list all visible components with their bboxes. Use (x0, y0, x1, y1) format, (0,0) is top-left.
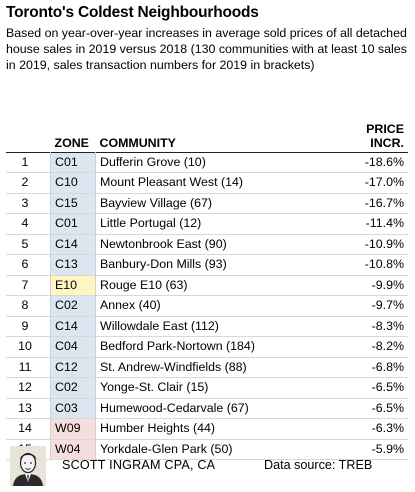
table-row: 12 C02 Yonge-St. Clair (15) -6.5% (6, 377, 408, 398)
rank-cell: 6 (21, 257, 29, 271)
rank-cell: 2 (21, 175, 29, 189)
price-increase-cell: -11.4% (365, 216, 404, 230)
zone-cell: C14 (50, 234, 96, 255)
table-body: 1 C01 Dufferin Grove (10) -18.6% 2 C10 Mount P… (6, 152, 408, 460)
price-increase-cell: -6.5% (371, 400, 404, 415)
rank-cell: 1 (21, 154, 29, 169)
price-header-line2: INCR. (370, 135, 404, 150)
table-row: 9 C14 Willowdale East (112) -8.3% (6, 316, 408, 337)
table-row: 3 C15 Bayview Village (67) -16.7% (6, 193, 408, 214)
zone-cell: C14 (50, 316, 96, 337)
price-increase-cell: -10.9% (364, 236, 404, 251)
zone-cell: C04 (50, 336, 96, 357)
zone-cell: C12 (50, 357, 96, 378)
price-increase-cell: -5.9% (371, 441, 404, 456)
price-increase-cell: -17.0% (364, 175, 404, 189)
data-source: Data source: TREB (264, 458, 373, 472)
rank-cell: 11 (18, 359, 32, 374)
zone-cell: C10 (50, 172, 96, 193)
table-row: 14 W09 Humber Heights (44) -6.3% (6, 418, 408, 439)
rank-cell: 13 (18, 400, 32, 415)
rank-cell: 3 (21, 195, 29, 210)
community-cell: Willowdale East (112) (95, 316, 334, 337)
table-row: 13 C03 Humewood-Cedarvale (67) -6.5% (6, 398, 408, 419)
zone-cell: C01 (50, 152, 96, 173)
price-increase-cell: -6.8% (371, 359, 404, 374)
zone-cell: C15 (50, 193, 96, 214)
table-row: 2 C10 Mount Pleasant West (14) -17.0% (6, 172, 408, 193)
zone-cell: C03 (50, 398, 96, 419)
community-cell: Bayview Village (67) (95, 193, 334, 214)
table-row: 7 E10 Rouge E10 (63) -9.9% (6, 275, 408, 296)
community-cell: Humber Heights (44) (95, 418, 334, 439)
price-increase-cell: -10.8% (364, 257, 404, 271)
neighbourhoods-table: ZONE COMMUNITY PRICE INCR. 1 C01 Dufferin … (6, 116, 408, 460)
price-increase-cell: -6.3% (371, 421, 404, 435)
rank-cell: 14 (18, 421, 32, 435)
zone-cell: C02 (50, 377, 96, 398)
community-cell: Humewood-Cedarvale (67) (95, 398, 334, 419)
portrait-avatar-icon (10, 446, 46, 486)
page-subtitle: Based on year-over-year increases in ave… (6, 26, 407, 73)
price-increase-cell: -9.9% (371, 277, 404, 292)
community-cell: Annex (40) (95, 295, 334, 316)
table-header-row: ZONE COMMUNITY PRICE INCR. (6, 116, 408, 152)
community-cell: Rouge E10 (63) (95, 275, 334, 296)
zone-cell: E10 (50, 275, 96, 296)
zone-cell: C13 (50, 254, 96, 275)
community-cell: Dufferin Grove (10) (95, 152, 334, 173)
price-header-line1: PRICE (366, 121, 404, 136)
rank-cell: 7 (21, 277, 29, 292)
rank-cell: 5 (21, 236, 29, 251)
price-increase-header: PRICE INCR. (334, 116, 408, 152)
community-cell: Newtonbrook East (90) (95, 234, 334, 255)
page-title: Toronto's Coldest Neighbourhoods (6, 4, 259, 21)
community-cell: Yonge-St. Clair (15) (95, 377, 334, 398)
community-cell: Yorkdale-Glen Park (50) (95, 439, 334, 460)
price-increase-cell: -16.7% (364, 195, 404, 210)
price-increase-cell: -8.2% (371, 339, 404, 353)
price-increase-cell: -6.5% (371, 380, 404, 394)
rank-header (6, 116, 51, 152)
rank-cell: 9 (21, 318, 29, 333)
table-row: 4 C01 Little Portugal (12) -11.4% (6, 213, 408, 234)
table-row: 6 C13 Banbury-Don Mills (93) -10.8% (6, 254, 408, 275)
footer: SCOTT INGRAM CPA, CA Data source: TREB (0, 446, 415, 492)
rank-cell: 4 (21, 216, 29, 230)
zone-header: ZONE (54, 135, 89, 150)
zone-cell: C02 (50, 295, 96, 316)
price-increase-cell: -8.3% (371, 318, 404, 333)
rank-cell: 8 (21, 298, 29, 312)
zone-cell: W04 (50, 439, 96, 460)
price-increase-cell: -9.7% (371, 298, 404, 312)
community-cell: Bedford Park-Nortown (184) (95, 336, 334, 357)
rank-cell: 10 (18, 339, 32, 353)
community-cell: Banbury-Don Mills (93) (95, 254, 334, 275)
zone-cell: C01 (50, 213, 96, 234)
community-cell: St. Andrew-Windfields (88) (95, 357, 334, 378)
community-header: COMMUNITY (99, 135, 176, 150)
rank-cell: 12 (18, 380, 32, 394)
community-cell: Little Portugal (12) (95, 213, 334, 234)
price-increase-cell: -18.6% (364, 154, 404, 169)
community-cell: Mount Pleasant West (14) (95, 172, 334, 193)
author-name: SCOTT INGRAM CPA, CA (62, 458, 216, 472)
table-row: 15W04Yorkdale-Glen Park (50)-5.9% (6, 439, 408, 460)
table-row: 11 C12 St. Andrew-Windfields (88) -6.8% (6, 357, 408, 378)
table-row: 8 C02 Annex (40) -9.7% (6, 295, 408, 316)
table-row: 10 C04 Bedford Park-Nortown (184) -8.2% (6, 336, 408, 357)
table-row: 5 C14 Newtonbrook East (90) -10.9% (6, 234, 408, 255)
zone-cell: W09 (50, 418, 96, 439)
table-row: 1 C01 Dufferin Grove (10) -18.6% (6, 152, 408, 173)
